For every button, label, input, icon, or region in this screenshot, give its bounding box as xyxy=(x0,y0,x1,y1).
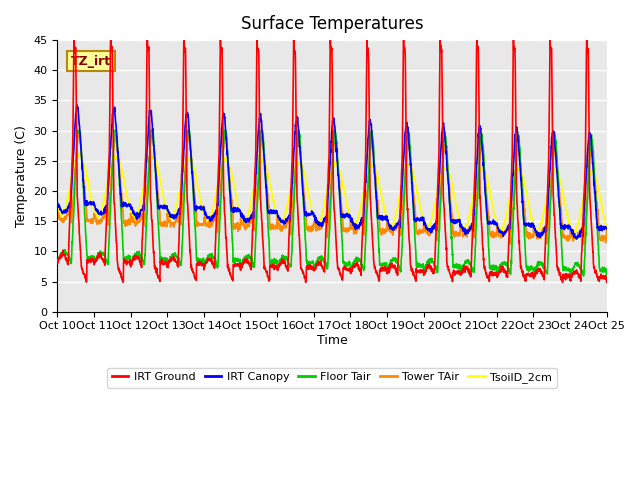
TsoilD_2cm xyxy=(54,206,61,212)
TsoilD_2cm xyxy=(570,228,577,234)
Legend: IRT Ground, IRT Canopy, Floor Tair, Tower TAir, TsoilD_2cm: IRT Ground, IRT Canopy, Floor Tair, Towe… xyxy=(108,368,557,387)
Tower TAir xyxy=(54,211,61,216)
Floor Tair xyxy=(570,265,577,271)
IRT Ground xyxy=(70,37,78,43)
Tower TAir xyxy=(75,128,83,133)
IRT Canopy xyxy=(570,232,577,238)
Tower TAir xyxy=(580,241,588,247)
Floor Tair xyxy=(603,275,611,280)
TsoilD_2cm xyxy=(554,173,562,179)
TsoilD_2cm xyxy=(603,224,611,229)
Floor Tair xyxy=(54,259,61,265)
Line: Floor Tair: Floor Tair xyxy=(58,131,607,277)
Floor Tair xyxy=(207,252,214,258)
TsoilD_2cm xyxy=(360,188,368,194)
IRT Ground xyxy=(570,270,577,276)
IRT Canopy xyxy=(73,102,81,108)
Floor Tair xyxy=(554,179,562,185)
IRT Canopy xyxy=(554,187,562,193)
IRT Canopy xyxy=(54,200,61,205)
TsoilD_2cm xyxy=(348,221,356,227)
TsoilD_2cm xyxy=(76,150,84,156)
Text: TZ_irt: TZ_irt xyxy=(71,55,111,68)
IRT Ground xyxy=(559,279,566,285)
IRT Canopy xyxy=(207,218,214,224)
IRT Ground xyxy=(54,261,61,266)
Tower TAir xyxy=(492,233,499,239)
X-axis label: Time: Time xyxy=(317,334,348,347)
Floor Tair xyxy=(348,264,356,270)
IRT Canopy xyxy=(348,218,356,224)
IRT Ground xyxy=(603,279,611,285)
Line: IRT Ground: IRT Ground xyxy=(58,40,607,282)
IRT Ground xyxy=(348,268,356,274)
Floor Tair xyxy=(74,128,81,133)
Line: Tower TAir: Tower TAir xyxy=(58,131,607,244)
IRT Canopy xyxy=(573,236,580,242)
TsoilD_2cm xyxy=(570,229,577,235)
Tower TAir xyxy=(554,173,562,179)
Floor Tair xyxy=(360,266,368,272)
IRT Ground xyxy=(554,267,562,273)
TsoilD_2cm xyxy=(492,217,499,223)
Tower TAir xyxy=(570,236,577,241)
Tower TAir xyxy=(348,227,356,232)
IRT Ground xyxy=(360,196,368,202)
Tower TAir xyxy=(360,232,368,238)
Title: Surface Temperatures: Surface Temperatures xyxy=(241,15,423,33)
IRT Canopy xyxy=(603,225,611,230)
IRT Ground xyxy=(207,256,214,262)
Tower TAir xyxy=(603,224,611,230)
IRT Canopy xyxy=(492,222,499,228)
Line: TsoilD_2cm: TsoilD_2cm xyxy=(58,153,607,232)
TsoilD_2cm xyxy=(207,213,214,218)
Floor Tair xyxy=(492,266,499,272)
Y-axis label: Temperature (C): Temperature (C) xyxy=(15,125,28,227)
IRT Ground xyxy=(492,269,499,275)
IRT Canopy xyxy=(360,209,368,215)
Line: IRT Canopy: IRT Canopy xyxy=(58,105,607,239)
Tower TAir xyxy=(207,221,214,227)
